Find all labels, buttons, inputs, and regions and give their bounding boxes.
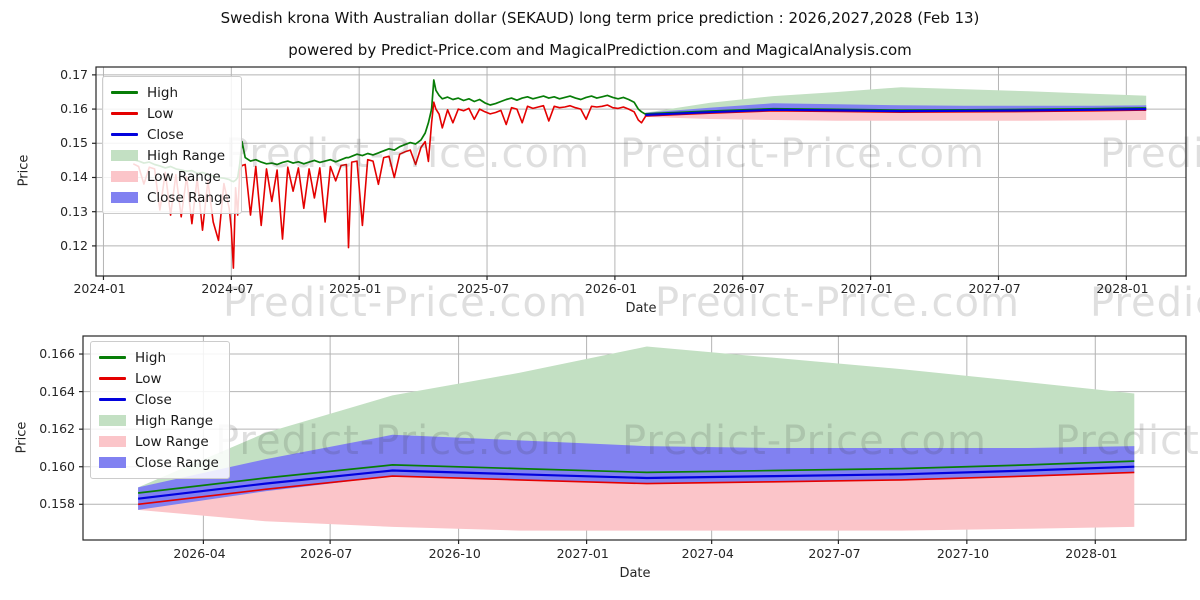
x-tick-label: 2027-04 [681, 546, 734, 561]
high-range-swatch-icon [111, 150, 138, 161]
legend-label: Low Range [147, 168, 221, 185]
x-tick-label: 2027-01 [556, 546, 609, 561]
legend-item-low: Low [99, 368, 219, 389]
legend-label: Low [147, 105, 174, 122]
legend-label: High [135, 349, 167, 366]
low-range-band [138, 472, 1135, 531]
legend-label: Low [135, 370, 162, 387]
legend-item-low-range: Low Range [99, 431, 219, 452]
x-tick-label: 2024-01 [73, 281, 126, 296]
legend-item-low-range: Low Range [111, 166, 231, 187]
x-tick-label: 2026-04 [173, 546, 226, 561]
close-line-swatch-icon [99, 398, 126, 401]
close-line-swatch-icon [111, 133, 138, 136]
x-tick-label: 2027-01 [840, 281, 893, 296]
page-subtitle: powered by Predict-Price.com and Magical… [288, 41, 912, 59]
low-range-swatch-icon [99, 436, 126, 447]
low-line-swatch-icon [111, 112, 138, 115]
x-tick-label: 2025-01 [329, 281, 382, 296]
x-tick-label: 2025-07 [457, 281, 510, 296]
detail-chart-legend: High Low Close High Range Low Range Clos… [90, 341, 230, 479]
y-tick-label: 0.158 [39, 496, 75, 512]
y-tick-label: 0.164 [39, 383, 75, 399]
y-tick-label: 0.166 [39, 346, 75, 362]
x-tick-label: 2026-07 [300, 546, 353, 561]
y-tick-label: 0.14 [60, 169, 88, 185]
low-range-swatch-icon [111, 171, 138, 182]
legend-item-high: High [111, 82, 231, 103]
y-tick-label: 0.17 [60, 66, 88, 82]
low-line [138, 471, 1135, 506]
page-title: Swedish krona With Australian dollar (SE… [220, 9, 980, 27]
main-chart-ylabel: Price [16, 154, 32, 187]
x-tick-label: 2027-07 [968, 281, 1021, 296]
y-tick-label: 0.16 [60, 101, 88, 117]
high-line-swatch-icon [99, 356, 126, 359]
legend-label: Close [135, 391, 172, 408]
y-tick-label: 0.13 [60, 203, 88, 219]
main-chart-legend: High Low Close High Range Low Range Clos… [102, 76, 242, 214]
low-line [132, 101, 1147, 269]
legend-item-low: Low [111, 103, 231, 124]
y-tick-label: 0.12 [60, 237, 88, 253]
high-range-swatch-icon [99, 415, 126, 426]
close-range-swatch-icon [111, 192, 138, 203]
x-tick-label: 2026-07 [712, 281, 765, 296]
legend-label: High [147, 84, 179, 101]
x-tick-label: 2028-01 [1096, 281, 1149, 296]
x-tick-label: 2027-10 [936, 546, 990, 561]
legend-item-high-range: High Range [99, 410, 219, 431]
x-tick-label: 2026-10 [428, 546, 481, 561]
legend-label: Close Range [147, 189, 231, 206]
low-line-swatch-icon [99, 377, 126, 380]
y-tick-label: 0.162 [39, 421, 75, 437]
legend-item-high: High [99, 347, 219, 368]
detail-chart-xlabel: Date [619, 566, 651, 581]
x-tick-label: 2027-07 [808, 546, 861, 561]
legend-label: Close Range [135, 454, 219, 471]
close-line [645, 108, 1147, 116]
detail-chart-ylabel: Price [14, 421, 30, 454]
legend-item-close: Close [111, 124, 231, 145]
high-line-swatch-icon [111, 91, 138, 94]
high-line [138, 460, 1135, 494]
x-tick-label: 2024-07 [201, 281, 254, 296]
legend-item-close: Close [99, 389, 219, 410]
legend-item-close-range: Close Range [99, 452, 219, 473]
main-chart-xlabel: Date [625, 301, 657, 316]
legend-item-close-range: Close Range [111, 187, 231, 208]
y-tick-label: 0.160 [39, 458, 75, 474]
legend-item-high-range: High Range [111, 145, 231, 166]
close-line [137, 465, 1135, 500]
legend-label: Close [147, 126, 184, 143]
x-tick-label: 2026-01 [584, 281, 638, 296]
close-range-swatch-icon [99, 457, 126, 468]
legend-label: High Range [147, 147, 226, 164]
legend-label: Low Range [135, 433, 209, 450]
legend-label: High Range [135, 412, 214, 429]
x-tick-label: 2028-01 [1065, 546, 1118, 561]
low-range-band [645, 110, 1147, 121]
y-tick-label: 0.15 [60, 135, 88, 151]
